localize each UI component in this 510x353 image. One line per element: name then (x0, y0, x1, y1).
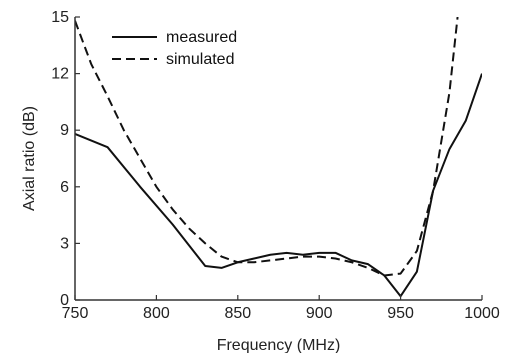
legend-label-measured: measured (166, 29, 237, 46)
y-tick-label-6: 6 (60, 179, 69, 196)
y-tick-label-12: 12 (51, 66, 69, 83)
x-tick-label-800: 800 (143, 305, 170, 322)
plot-area (75, 17, 482, 298)
y-tick-label-3: 3 (60, 235, 69, 252)
y-axis-label: Axial ratio (dB) (21, 106, 38, 211)
x-tick-label-900: 900 (306, 305, 333, 322)
series-line-simulated (75, 17, 459, 277)
x-tick-label-850: 850 (224, 305, 251, 322)
series-line-measured (75, 73, 482, 298)
x-axis-label: Frequency (MHz) (217, 337, 341, 353)
ticks: 750 800 850 900 950 1000 0 3 6 9 12 15 (51, 9, 500, 322)
x-tick-label-750: 750 (62, 305, 89, 322)
legend-label-simulated: simulated (166, 51, 234, 68)
x-tick-label-1000: 1000 (464, 305, 500, 322)
x-tick-label-950: 950 (387, 305, 414, 322)
legend: measured simulated (112, 29, 237, 68)
axes (74, 17, 482, 301)
y-tick-label-15: 15 (51, 9, 69, 26)
y-tick-label-0: 0 (60, 292, 69, 309)
y-tick-label-9: 9 (60, 122, 69, 139)
